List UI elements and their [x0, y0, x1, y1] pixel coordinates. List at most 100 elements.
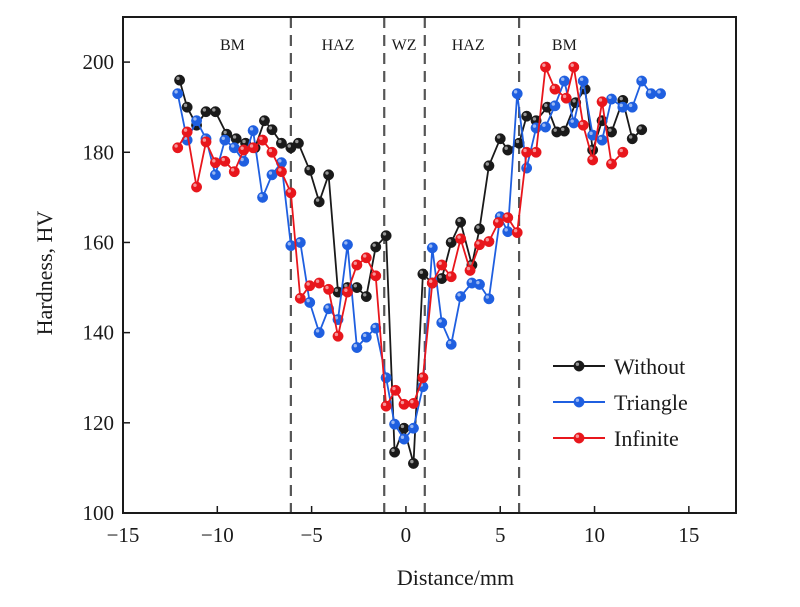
data-point-highlight — [315, 279, 320, 283]
data-point-highlight — [382, 402, 387, 407]
data-point-highlight — [589, 156, 593, 160]
data-point-highlight — [419, 270, 423, 274]
data-point — [257, 191, 269, 203]
data-point-highlight — [202, 108, 207, 112]
data-point-highlight — [353, 284, 357, 288]
data-point-highlight — [174, 144, 178, 148]
data-point-highlight — [287, 144, 291, 148]
data-point-highlight — [193, 183, 197, 187]
data-point — [259, 115, 270, 127]
x-tick-label: 15 — [678, 523, 699, 547]
data-point — [228, 166, 240, 178]
data-point-highlight — [363, 254, 367, 258]
data-point-highlight — [513, 90, 518, 94]
zone-label: WZ — [392, 37, 417, 54]
legend-item: Infinite — [553, 426, 679, 451]
data-point — [511, 227, 523, 238]
data-point-highlight — [647, 90, 652, 94]
data-point — [257, 134, 269, 146]
data-point — [294, 237, 306, 248]
legend-label: Without — [614, 354, 685, 379]
x-axis-title: Distance/mm — [397, 565, 514, 590]
data-point — [292, 137, 304, 149]
data-point-highlight — [325, 171, 329, 175]
data-point-highlight — [353, 344, 357, 348]
data-point — [351, 342, 363, 353]
data-point-highlight — [523, 112, 527, 117]
data-point — [380, 230, 392, 242]
data-point-highlight — [392, 386, 396, 391]
data-point — [483, 293, 495, 305]
data-point — [445, 237, 457, 248]
y-tick-label: 100 — [83, 501, 115, 525]
data-point-highlight — [259, 136, 263, 140]
data-point-highlight — [476, 241, 480, 245]
data-point-highlight — [628, 103, 633, 108]
data-point — [390, 384, 401, 396]
y-tick-label: 200 — [83, 50, 115, 74]
data-point-highlight — [532, 124, 537, 128]
y-tick-label: 140 — [83, 321, 115, 345]
data-point — [247, 125, 259, 137]
data-point — [360, 252, 372, 264]
data-point — [370, 241, 382, 253]
data-point — [521, 162, 533, 174]
data-point-highlight — [476, 225, 480, 229]
data-point — [511, 88, 523, 100]
data-point — [313, 196, 325, 208]
data-point — [530, 146, 542, 158]
data-point-highlight — [570, 119, 574, 123]
data-point-highlight — [400, 400, 405, 405]
data-point — [436, 317, 448, 329]
data-point-highlight — [579, 121, 584, 126]
data-point-highlight — [532, 117, 537, 121]
y-tick-label: 120 — [83, 411, 115, 435]
data-point — [549, 83, 561, 95]
data-point-highlight — [457, 293, 461, 297]
data-point — [483, 160, 495, 172]
y-axis-ticks: 100 120 140 160 180 200 — [83, 50, 130, 525]
data-point-highlight — [315, 329, 320, 333]
data-point — [540, 61, 551, 73]
data-point-highlight — [372, 243, 376, 247]
data-point-highlight — [579, 77, 584, 81]
data-point — [228, 142, 240, 154]
data-point — [181, 126, 193, 138]
data-point-highlight — [572, 99, 576, 103]
legend: Without Triangle Infinite — [553, 354, 688, 451]
data-point-highlight — [296, 238, 301, 243]
data-point-highlight — [504, 146, 508, 150]
data-point — [560, 92, 572, 104]
data-point-highlight — [496, 135, 501, 139]
data-point — [568, 61, 580, 73]
series-without — [174, 74, 648, 469]
data-point-highlight — [295, 139, 299, 144]
data-point — [209, 157, 221, 169]
data-point-highlight — [296, 294, 301, 299]
data-point — [200, 106, 212, 118]
data-point — [521, 110, 533, 122]
data-point — [521, 146, 533, 158]
data-point — [266, 169, 278, 181]
data-point — [483, 236, 495, 248]
data-point-highlight — [561, 77, 565, 81]
data-point-highlight — [542, 123, 546, 127]
data-point-highlight — [212, 171, 216, 175]
data-point-highlight — [353, 261, 357, 265]
data-point-highlight — [287, 189, 291, 193]
data-point-highlight — [504, 228, 508, 232]
data-point-highlight — [261, 117, 265, 121]
data-point — [266, 146, 278, 158]
data-point-highlight — [334, 288, 339, 292]
legend-item: Triangle — [553, 390, 688, 415]
x-axis-ticks: −15 −10 −5 0 5 10 15 — [107, 506, 699, 547]
zone-label: BM — [552, 37, 577, 54]
data-point-highlight — [468, 279, 473, 283]
data-point-highlight — [221, 136, 225, 140]
legend-marker — [573, 432, 585, 444]
data-point-highlight — [334, 316, 339, 320]
data-point — [408, 422, 419, 434]
data-point-highlight — [174, 90, 178, 94]
data-point — [360, 291, 372, 303]
